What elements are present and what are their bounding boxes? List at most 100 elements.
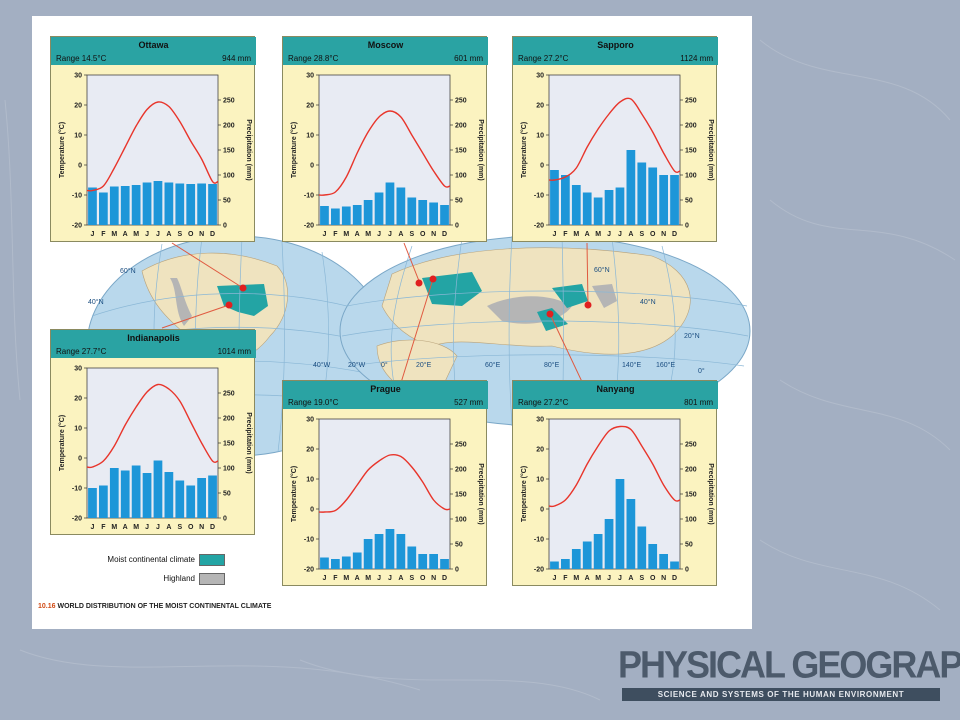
temperature-tick-label: 30 <box>306 417 314 424</box>
precipitation-bar <box>418 200 428 225</box>
precipitation-tick-label: 200 <box>223 416 235 423</box>
precipitation-bar <box>374 192 384 225</box>
precipitation-tick-label: 0 <box>455 567 459 574</box>
precipitation-bar <box>670 175 679 225</box>
plot-area <box>318 74 451 226</box>
month-label: M <box>111 231 117 238</box>
precipitation-tick-label: 250 <box>455 98 467 105</box>
annual-precipitation: 1124 mm <box>680 54 713 63</box>
precipitation-bar <box>120 186 130 225</box>
precipitation-tick-label: 200 <box>455 467 467 474</box>
precipitation-bar <box>670 561 679 569</box>
month-label: D <box>672 231 677 238</box>
precipitation-tick-label: 250 <box>455 442 467 449</box>
precipitation-bar <box>626 150 636 225</box>
precipitation-axis-label: Precipitation (mm) <box>707 463 714 524</box>
precipitation-bar <box>208 475 217 518</box>
temperature-tick-label: 10 <box>306 133 314 140</box>
temperature-range: Range 14.5°C <box>56 54 107 63</box>
temperature-line <box>86 101 219 192</box>
precipitation-bar <box>341 206 351 225</box>
precipitation-tick-label: 100 <box>685 173 697 180</box>
map-lon-label: 160°E <box>656 361 675 369</box>
temperature-tick-label: 30 <box>74 366 82 373</box>
precipitation-tick-label: 50 <box>455 198 463 205</box>
climograph-indianapolis: Indianapolis Range 27.7°C 1014 mm 30 20 10 0 -1… <box>50 329 256 535</box>
temperature-tick-label: 0 <box>310 163 314 170</box>
station-markers <box>225 275 592 318</box>
precipitation-tick-label: 0 <box>223 223 227 230</box>
temperature-line <box>318 110 451 196</box>
precipitation-tick-label: 200 <box>685 467 697 474</box>
precipitation-bar <box>352 205 362 225</box>
precipitation-bar <box>374 534 384 569</box>
precipitation-bar <box>320 557 329 569</box>
precipitation-bar <box>571 185 581 225</box>
month-label: S <box>409 575 414 582</box>
precipitation-bar <box>385 182 395 225</box>
precipitation-tick-label: 100 <box>455 517 467 524</box>
climograph-header <box>513 37 718 65</box>
figure-panel: 60°N 40°N 60°N 4 <box>32 16 752 629</box>
precipitation-bar <box>153 181 163 225</box>
precipitation-bar <box>561 559 570 569</box>
station-name: Moscow <box>368 40 405 50</box>
month-label: M <box>573 231 579 238</box>
temperature-tick-label: 0 <box>78 163 82 170</box>
month-label: A <box>123 231 128 238</box>
map-lon-label: 40°W <box>313 361 331 369</box>
precipitation-tick-label: 250 <box>685 442 697 449</box>
temperature-tick-label: 20 <box>306 447 314 454</box>
temperature-line <box>86 383 219 469</box>
climograph-header <box>283 381 488 409</box>
temperature-tick-label: 10 <box>306 477 314 484</box>
month-label: M <box>573 575 579 582</box>
month-label: M <box>133 231 139 238</box>
station-marker-nanyang <box>546 310 554 318</box>
precipitation-bar <box>341 556 351 569</box>
month-label: M <box>343 575 349 582</box>
legend-swatch <box>199 554 225 566</box>
precipitation-bar <box>331 208 340 225</box>
temperature-tick-label: -20 <box>534 567 544 574</box>
month-label: M <box>111 524 117 531</box>
precipitation-bar <box>637 526 647 569</box>
precipitation-bar <box>407 546 417 569</box>
precipitation-bar <box>99 192 108 225</box>
temperature-tick-label: 30 <box>74 73 82 80</box>
precipitation-tick-label: 50 <box>685 542 693 549</box>
legend-label: Highland <box>163 574 195 583</box>
temperature-tick-label: 10 <box>536 477 544 484</box>
month-label: D <box>672 575 677 582</box>
precipitation-bar <box>186 184 196 225</box>
month-label: S <box>639 231 644 238</box>
month-label: N <box>661 575 666 582</box>
month-label: N <box>199 524 204 531</box>
month-label: J <box>607 231 611 238</box>
month-label: A <box>123 524 128 531</box>
precipitation-tick-label: 250 <box>223 391 235 398</box>
temperature-line <box>548 97 681 181</box>
figure-title: WORLD DISTRIBUTION OF THE MOIST CONTINEN… <box>57 603 272 610</box>
precipitation-bar <box>593 534 603 569</box>
month-label: J <box>377 575 381 582</box>
temperature-tick-label: -20 <box>304 223 314 230</box>
temperature-line <box>318 453 451 513</box>
plot-area <box>86 367 219 519</box>
precipitation-axis-label: Precipitation (mm) <box>477 463 484 524</box>
map-lon-label: 80°E <box>544 361 560 369</box>
month-label: J <box>388 231 392 238</box>
temperature-tick-label: -10 <box>534 537 544 544</box>
plot-area <box>318 418 451 570</box>
precipitation-bar <box>131 465 141 518</box>
precipitation-tick-label: 200 <box>685 123 697 130</box>
map-lat-label: 20°N <box>684 332 700 340</box>
map-lat-label: 40°N <box>88 298 104 306</box>
month-label: J <box>388 575 392 582</box>
climograph-header <box>51 37 256 65</box>
